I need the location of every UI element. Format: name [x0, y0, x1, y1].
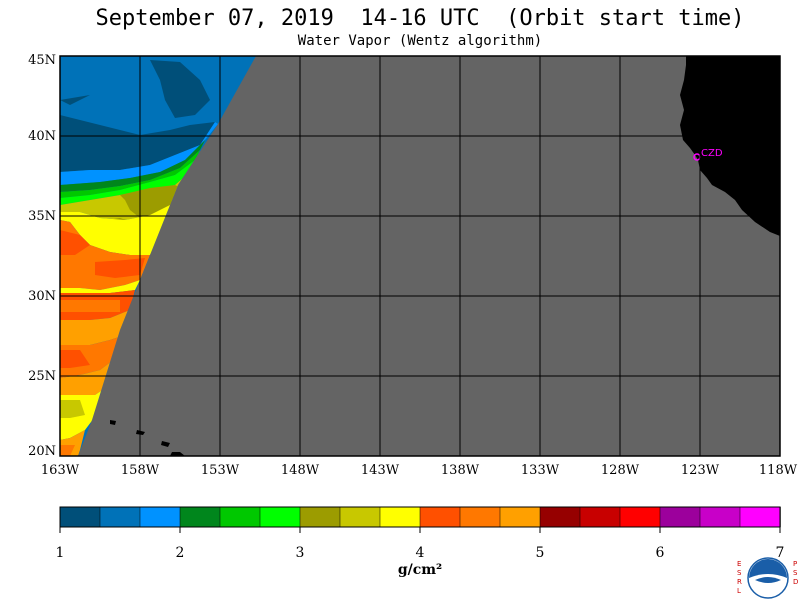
lat-tick-40n: 40N: [28, 129, 56, 144]
island-maui: [161, 441, 170, 447]
colorbar-label-3: 3: [295, 545, 305, 561]
colorbar-swatch: [219, 506, 261, 528]
colorbar-swatch: [259, 506, 301, 528]
gridlines: [60, 56, 780, 456]
colorbar-swatch: [179, 506, 221, 528]
colorbar-swatch: [739, 506, 781, 528]
colorbar-label-4: 4: [415, 545, 425, 561]
logo-psd-d: D: [793, 578, 798, 586]
island-kauai: [110, 420, 116, 425]
logo-esrl-r: R: [737, 578, 742, 586]
station-label: CZD: [701, 148, 723, 159]
island-hawaii: [170, 452, 185, 456]
colorbar-swatch: [339, 506, 381, 528]
colorbar-swatch: [379, 506, 421, 528]
colorbar-swatch: [59, 506, 101, 528]
plot-frame: [59, 55, 781, 457]
colorbar-swatch: [99, 506, 141, 528]
lon-tick-153w: 153W: [201, 463, 240, 478]
logo-esrl-s: S: [737, 569, 742, 577]
lon-tick-143w: 143W: [361, 463, 400, 478]
colorbar-swatch: [579, 506, 621, 528]
logo-esrl-l: L: [737, 587, 741, 595]
lon-tick-128w: 128W: [601, 463, 640, 478]
lon-tick-148w: 148W: [281, 463, 320, 478]
colorbar-label-5: 5: [535, 545, 545, 561]
colorbar-units: g/cm²: [397, 562, 443, 578]
lon-tick-163w: 163W: [41, 463, 80, 478]
colorbar-swatch: [459, 506, 501, 528]
lat-tick-20n: 20N: [28, 444, 56, 459]
colorbar-swatch: [139, 506, 181, 528]
colorbar: [59, 506, 781, 528]
lat-tick-45n: 45N: [28, 53, 56, 68]
colorbar-ticks: [59, 527, 781, 533]
lon-tick-133w: 133W: [521, 463, 560, 478]
logo-esrl-e: E: [737, 560, 741, 568]
map-title: September 07, 2019 14-16 UTC (Orbit star…: [95, 6, 745, 31]
lat-tick-25n: 25N: [28, 369, 56, 384]
colorbar-swatch: [699, 506, 741, 528]
colorbar-swatch: [499, 506, 541, 528]
colorbar-label-2: 2: [175, 545, 185, 561]
colorbar-swatch: [539, 506, 581, 528]
lat-tick-30n: 30N: [28, 289, 56, 304]
colorbar-swatch: [659, 506, 701, 528]
logo-psd-s: S: [793, 569, 798, 577]
lon-tick-118w: 118W: [759, 463, 798, 478]
land-california: [680, 56, 780, 236]
colorbar-label-6: 6: [655, 545, 665, 561]
lon-tick-123w: 123W: [681, 463, 720, 478]
colorbar-swatch: [299, 506, 341, 528]
lat-tick-35n: 35N: [28, 209, 56, 224]
lon-tick-158w: 158W: [121, 463, 160, 478]
lon-tick-138w: 138W: [441, 463, 480, 478]
colorbar-swatch: [419, 506, 461, 528]
colorbar-label-7: 7: [775, 545, 785, 561]
noaa-logo: E S R L P S D: [737, 557, 798, 599]
colorbar-swatch: [619, 506, 661, 528]
logo-psd-p: P: [793, 560, 797, 568]
colorbar-label-1: 1: [55, 545, 65, 561]
map-subtitle: Water Vapor (Wentz algorithm): [297, 33, 543, 49]
